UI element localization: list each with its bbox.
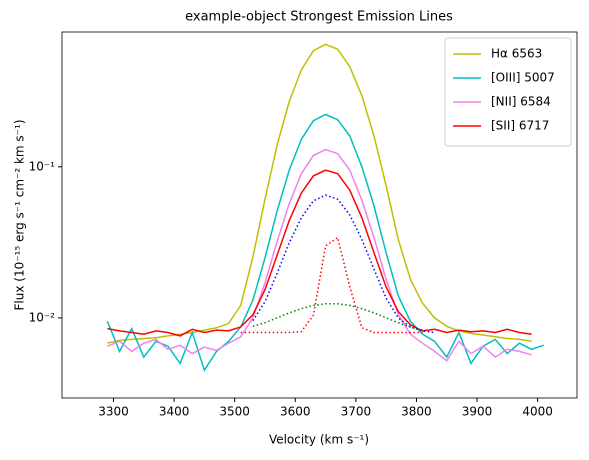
x-tick-label: 4000 [522, 405, 553, 419]
legend-label: [OIII] 5007 [491, 71, 555, 85]
x-tick-label: 3700 [341, 405, 372, 419]
series-line [107, 169, 532, 337]
legend-label: [SII] 6717 [491, 119, 549, 133]
legend-label: [NII] 6584 [491, 95, 551, 109]
x-tick-label: 3500 [219, 405, 250, 419]
series-line [106, 113, 544, 373]
x-tick-label: 3600 [280, 405, 311, 419]
x-tick-label: 3300 [98, 405, 129, 419]
x-tick-label: 3800 [401, 405, 432, 419]
x-axis-label: Velocity (km s⁻¹) [269, 433, 369, 447]
y-tick-label: 10⁻² [29, 310, 56, 324]
x-tick-label: 3400 [159, 405, 190, 419]
chart-title: example-object Strongest Emission Lines [185, 10, 453, 25]
x-tick-label: 3900 [462, 405, 493, 419]
legend-box [444, 37, 572, 147]
y-axis-label: Flux (10⁻¹⁵ erg s⁻¹ cm⁻² km s⁻¹) [13, 119, 27, 310]
legend-label: Hα 6563 [491, 47, 542, 61]
plot-frame [61, 31, 578, 399]
y-tick-label: 10⁻¹ [29, 159, 56, 173]
series-line [107, 148, 532, 362]
series-line [252, 303, 423, 331]
series-line [107, 43, 532, 344]
